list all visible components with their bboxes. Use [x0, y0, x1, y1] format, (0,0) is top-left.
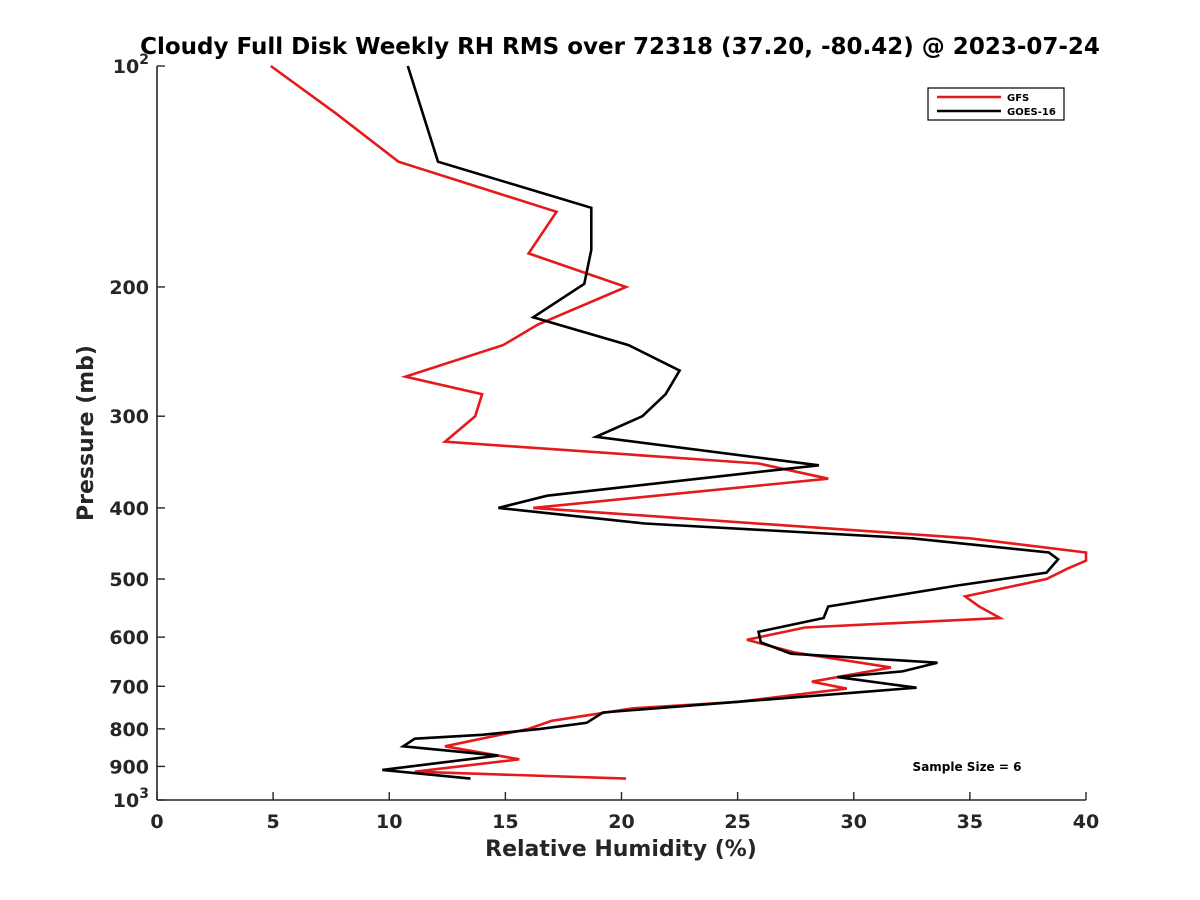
legend-label-gfs: GFS	[1007, 93, 1029, 104]
y-tick-label: 200	[109, 277, 149, 299]
y-tick-label-base: 10	[113, 56, 139, 78]
x-tick-label: 35	[957, 811, 983, 833]
axes: 0 5 10 15 20 25 30 35 40 10220030040050060070080…	[109, 52, 1099, 833]
x-tick-label: 25	[724, 811, 750, 833]
plot-background	[157, 66, 1086, 800]
y-tick-label-base: 10	[113, 790, 139, 812]
legend: GFS GOES-16	[927, 87, 1065, 121]
series-line-gfs	[270, 64, 1088, 780]
x-tick-label: 5	[267, 811, 280, 833]
y-axis-title: Pressure (mb)	[74, 345, 99, 521]
plot-area	[157, 64, 1088, 800]
x-tick-label: 20	[608, 811, 634, 833]
x-tick-label: 10	[376, 811, 402, 833]
y-tick-label: 300	[109, 406, 149, 428]
y-tick-label: 102	[113, 52, 149, 78]
x-tick-label: 0	[150, 811, 163, 833]
y-tick-label: 700	[109, 676, 149, 698]
series-layer	[270, 64, 1088, 780]
x-ticks: 0 5 10 15 20 25 30 35 40	[150, 792, 1099, 833]
series-line-goes16	[382, 65, 1061, 780]
y-tick-label: 900	[109, 756, 149, 778]
y-tick-label-exponent: 2	[139, 52, 149, 68]
y-tick-label: 500	[109, 569, 149, 591]
y-tick-label: 103	[113, 786, 149, 812]
sample-size-annotation: Sample Size = 6	[913, 760, 1022, 774]
chart-title: Cloudy Full Disk Weekly RH RMS over 7231…	[140, 34, 1100, 60]
y-tick-label: 800	[109, 719, 149, 741]
y-tick-label: 600	[109, 627, 149, 649]
x-tick-label: 40	[1073, 811, 1099, 833]
legend-label-goes16: GOES-16	[1007, 107, 1056, 118]
x-axis-title: Relative Humidity (%)	[485, 837, 757, 862]
legend-box	[927, 87, 1065, 121]
x-tick-label: 30	[841, 811, 867, 833]
y-tick-label-exponent: 3	[139, 786, 149, 802]
y-tick-label: 400	[109, 498, 149, 520]
x-tick-label: 15	[492, 811, 518, 833]
